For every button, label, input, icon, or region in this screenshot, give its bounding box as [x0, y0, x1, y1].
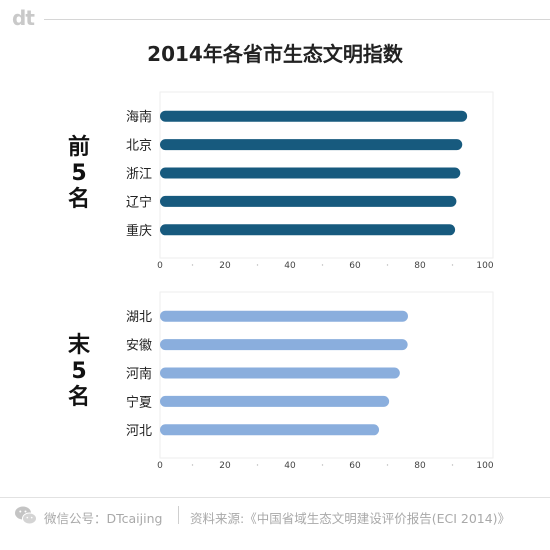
- header-rule: [44, 19, 550, 20]
- dt-logo: dt: [12, 6, 35, 30]
- bottom5-x-tick-label: 20: [219, 461, 231, 471]
- top5-bar: [160, 167, 461, 179]
- top-group-label-char: 名: [67, 187, 90, 212]
- chart-title: 2014年各省市生态文明指数: [147, 42, 403, 66]
- bottom5-category-label: 宁夏: [126, 394, 152, 410]
- bottom5-category-label: 河北: [126, 424, 152, 439]
- top5-category-label: 重庆: [126, 223, 152, 239]
- footer-divider: [178, 506, 179, 524]
- wechat-icon: [15, 506, 37, 525]
- footer-rule: [0, 497, 550, 498]
- bottom-group-label-char: 末: [67, 333, 90, 358]
- bottom5-minor-tick: [256, 464, 259, 466]
- bottom5-minor-tick: [386, 464, 389, 466]
- top-group-label: 前 5 名: [62, 135, 96, 213]
- bottom5-bar: [160, 310, 408, 322]
- top5-category-label: 辽宁: [126, 194, 152, 210]
- top5-x-tick-label: 80: [414, 261, 426, 271]
- bottom5-bar: [160, 395, 390, 407]
- bottom5-category-label: 湖北: [126, 310, 152, 325]
- footer: 微信公号：DTcaijing 资料来源:《中国省域生态文明建设评价报告(ECI …: [0, 505, 550, 527]
- top5-x-tick-label: 100: [476, 261, 493, 271]
- bottom5-x-tick-label: 100: [476, 461, 493, 471]
- bottom5-category-label: 安徽: [126, 339, 152, 354]
- top5-x-tick-label: 60: [349, 261, 361, 271]
- bottom5-minor-tick: [451, 464, 454, 466]
- top5-category-label: 北京: [126, 139, 152, 154]
- top5-minor-tick: [451, 264, 454, 266]
- top-group-label-char: 5: [71, 161, 87, 186]
- bottom5-bar: [160, 367, 400, 379]
- bottom-group-label-char: 5: [71, 359, 87, 384]
- top5-minor-tick: [191, 264, 194, 266]
- bottom5-x-tick-label: 80: [414, 461, 426, 471]
- top-group-label-char: 前: [67, 135, 90, 160]
- top5-category-label: 浙江: [126, 167, 152, 182]
- bottom5-x-tick-label: 60: [349, 461, 361, 471]
- bottom5-plot-frame: [159, 291, 494, 459]
- top5-x-tick-label: 0: [157, 261, 163, 271]
- data-source: 资料来源:《中国省域生态文明建设评价报告(ECI 2014)》: [190, 511, 511, 526]
- wechat-account: 微信公号：DTcaijing: [44, 511, 163, 526]
- bottom5-x-tick-label: 0: [157, 461, 163, 471]
- bottom5-x-tick-label: 40: [284, 461, 296, 471]
- bottom-group-label: 末 5 名: [62, 333, 96, 411]
- top5-bar: [160, 224, 456, 236]
- top5-plot-frame: [159, 91, 494, 259]
- top5-minor-tick: [386, 264, 389, 266]
- top5-bar: [160, 110, 468, 122]
- top5-x-tick-label: 20: [219, 261, 231, 271]
- bottom5-bar: [160, 339, 408, 351]
- top5-minor-tick: [256, 264, 259, 266]
- bottom5-category-label: 河南: [126, 366, 152, 382]
- top5-category-label: 海南: [126, 109, 152, 125]
- top5-minor-tick: [321, 264, 324, 266]
- bottom5-minor-tick: [321, 464, 324, 466]
- top5-bar: [160, 195, 457, 207]
- bottom5-bar: [160, 424, 380, 436]
- top5-x-tick-label: 40: [284, 261, 296, 271]
- bottom-group-label-char: 名: [67, 385, 90, 410]
- top5-bar: [160, 139, 463, 151]
- bottom5-minor-tick: [191, 464, 194, 466]
